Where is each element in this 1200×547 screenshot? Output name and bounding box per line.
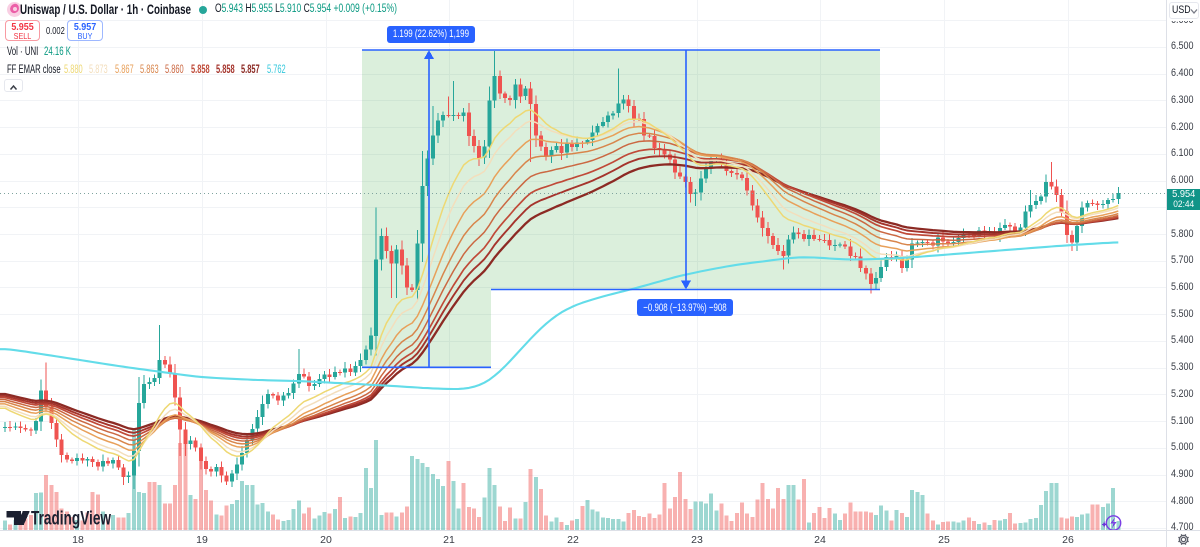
svg-text:TradingView: TradingView: [31, 508, 112, 530]
